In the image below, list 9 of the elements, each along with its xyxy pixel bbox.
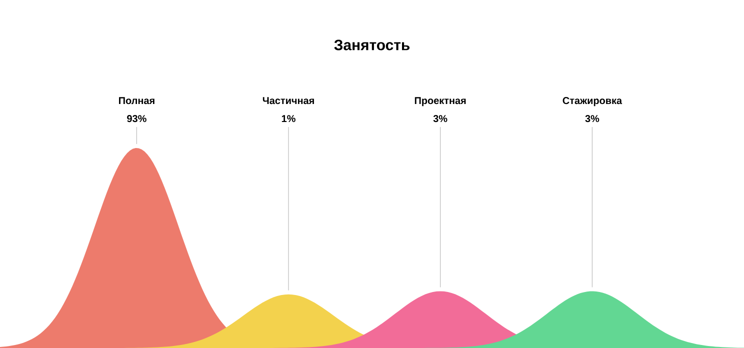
data-label: 1% — [282, 115, 296, 122]
data-label: 3% — [433, 115, 448, 122]
text: Занятость — [334, 40, 410, 50]
category-label: Полная — [119, 97, 154, 104]
data-label: 3% — [585, 115, 600, 122]
category-label: Проектная — [414, 97, 466, 106]
data-label: 93% — [127, 115, 146, 122]
category-label: Стажировка — [562, 97, 622, 106]
category-label: Частичная — [262, 97, 314, 104]
